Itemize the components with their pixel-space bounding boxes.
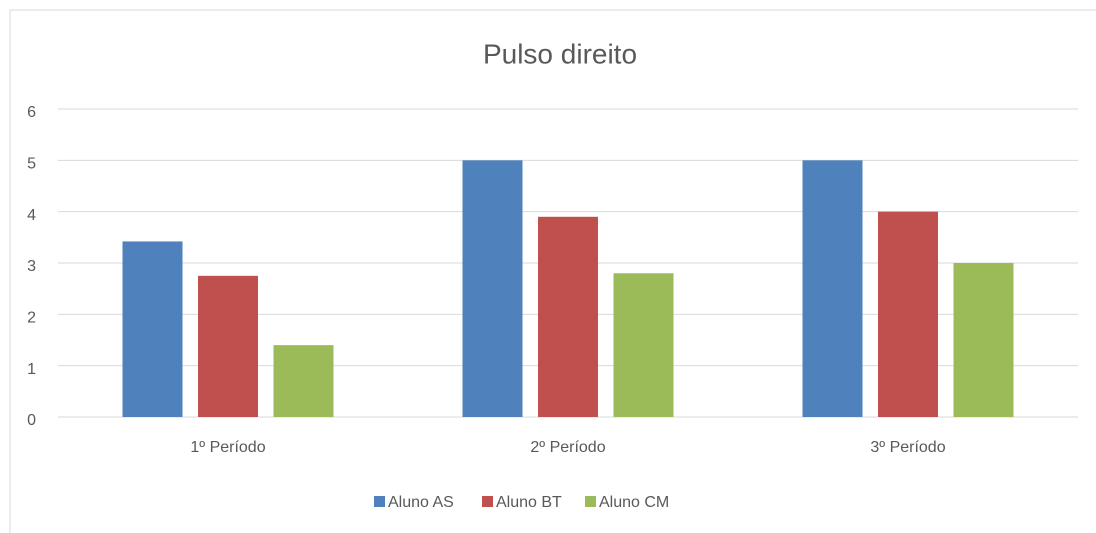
bar [878,211,938,417]
bar [462,160,523,418]
bar [122,241,183,417]
y-tick-label: 5 [27,156,36,173]
x-tick-label: 1º Período [190,439,265,456]
legend-label: Aluno AS [388,494,454,511]
legend-swatch [482,496,493,507]
chart-title: Pulso direito [483,38,637,69]
y-tick-label: 3 [27,258,36,275]
bar [538,216,598,417]
y-tick-label: 6 [27,104,36,121]
bar [198,275,258,417]
y-tick-label: 4 [27,207,36,224]
x-tick-label: 3º Período [870,439,945,456]
legend-swatch [374,496,385,507]
x-tick-label: 2º Período [530,439,605,456]
bar [953,263,1014,417]
bar [273,345,334,417]
legend-label: Aluno CM [599,494,669,511]
bar [613,273,674,417]
legend-swatch [585,496,596,507]
y-tick-label: 1 [27,361,36,378]
y-tick-label: 2 [27,310,36,327]
legend-label: Aluno BT [496,494,562,511]
y-tick-label: 0 [27,412,36,429]
bar [802,160,863,418]
